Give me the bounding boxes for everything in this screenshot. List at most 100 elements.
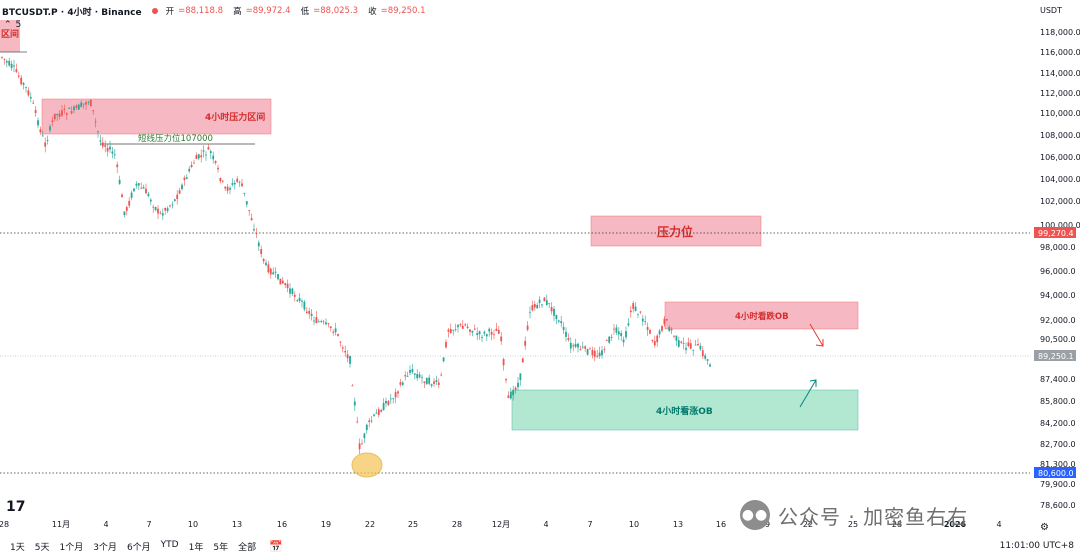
candle — [673, 335, 675, 339]
candle — [135, 181, 138, 189]
range-button[interactable]: 5年 — [213, 542, 229, 553]
low-label: 低 — [300, 7, 310, 17]
price-tick-label: 87,400.0 — [1040, 375, 1076, 384]
candle — [353, 397, 356, 412]
resist-zone — [590, 215, 762, 247]
candle — [581, 341, 584, 350]
calendar-icon[interactable]: 📅 — [269, 539, 283, 553]
bottom-toolbar: 1天 5天 1个月 3个月 6个月 YTD 1年 5年 全部 📅 11:01:00 UTC+8 — [0, 535, 1080, 557]
bear-ob-zone — [664, 301, 859, 330]
range-button[interactable]: 1个月 — [59, 542, 84, 553]
candle — [49, 124, 51, 133]
candle — [536, 302, 539, 309]
candle — [701, 346, 704, 359]
candle — [125, 205, 128, 216]
candle — [358, 438, 361, 454]
range-button[interactable]: 全部 — [238, 542, 257, 553]
candle — [677, 336, 680, 348]
candle — [178, 187, 181, 195]
candle — [495, 322, 498, 332]
candle — [274, 267, 277, 278]
candle — [380, 408, 383, 413]
time-tick-label: 25 — [408, 520, 418, 529]
candle — [668, 324, 671, 333]
candle — [613, 323, 615, 335]
candle — [262, 258, 265, 264]
range-button[interactable]: 1年 — [188, 542, 204, 553]
candle — [620, 330, 623, 341]
range-button[interactable]: 5天 — [34, 542, 50, 553]
candle — [137, 182, 140, 190]
candle — [301, 298, 303, 308]
candle — [385, 397, 387, 408]
resist-zone-label: 压力位 — [657, 224, 693, 239]
candle — [447, 328, 450, 338]
tradingview-logo[interactable]: 17 — [6, 499, 25, 515]
candle — [142, 184, 145, 189]
candle — [224, 186, 227, 191]
candle — [706, 358, 709, 365]
candle — [519, 373, 522, 386]
range-button[interactable]: 6个月 — [126, 542, 151, 553]
chevron-up-icon[interactable]: ⌃ — [4, 20, 12, 30]
indicator-toggle[interactable]: ⌃ 5 — [4, 20, 21, 30]
price-tick-label: 90,500.0 — [1040, 335, 1076, 344]
candle — [421, 374, 423, 384]
candle — [221, 179, 224, 184]
candle — [327, 322, 330, 328]
candle — [25, 86, 27, 93]
candle — [161, 208, 164, 220]
candle — [272, 267, 275, 275]
resist-zone-4h-label: 4小时压力区间 — [205, 111, 265, 123]
candle — [219, 177, 222, 184]
candle — [697, 338, 699, 346]
candle — [497, 326, 500, 335]
resist-zone-4h — [41, 98, 272, 135]
candle — [29, 92, 32, 103]
candle — [241, 178, 243, 187]
svg-text:89,250.1: 89,250.1 — [1038, 352, 1074, 361]
candle — [473, 324, 476, 331]
status-dot-icon — [151, 8, 158, 14]
candle — [80, 100, 83, 108]
price-tick-label: 118,000.0 — [1040, 28, 1080, 37]
candle — [699, 342, 702, 351]
candle — [524, 336, 527, 350]
gear-icon[interactable]: ⚙ — [1040, 522, 1049, 533]
time-tick-label: 12月 — [492, 520, 510, 529]
candle — [682, 337, 685, 350]
open-value: =88,118.8 — [178, 6, 224, 16]
candle — [445, 339, 447, 349]
candle — [37, 117, 39, 129]
candle — [514, 386, 517, 394]
candle — [363, 432, 366, 444]
symbol-title[interactable]: BTCUSDT.P · 4小时 · Binance — [2, 7, 142, 18]
candle — [152, 204, 155, 213]
candle — [517, 377, 519, 391]
candle — [488, 327, 491, 337]
candle — [406, 371, 409, 377]
candle — [349, 355, 351, 368]
candle — [500, 331, 503, 345]
candle — [332, 329, 335, 336]
candle — [320, 319, 323, 323]
candle — [85, 100, 87, 111]
currency-label[interactable]: USDT — [1040, 6, 1062, 15]
range-button[interactable]: 3个月 — [93, 542, 117, 553]
time-clock[interactable]: 11:01:00 UTC+8 — [999, 541, 1074, 551]
candle — [260, 245, 263, 258]
candle — [704, 353, 707, 361]
candle — [58, 109, 61, 120]
candle — [51, 116, 54, 127]
price-badge: 89,250.1 — [1034, 350, 1076, 361]
candle — [61, 104, 63, 118]
candle — [308, 307, 311, 319]
candle — [629, 305, 632, 318]
candle — [298, 293, 301, 304]
time-tick-label: 22 — [365, 520, 375, 529]
candle — [449, 323, 452, 334]
candle — [82, 103, 85, 109]
range-button[interactable]: 1天 — [10, 542, 25, 553]
range-button[interactable]: YTD — [160, 539, 179, 550]
